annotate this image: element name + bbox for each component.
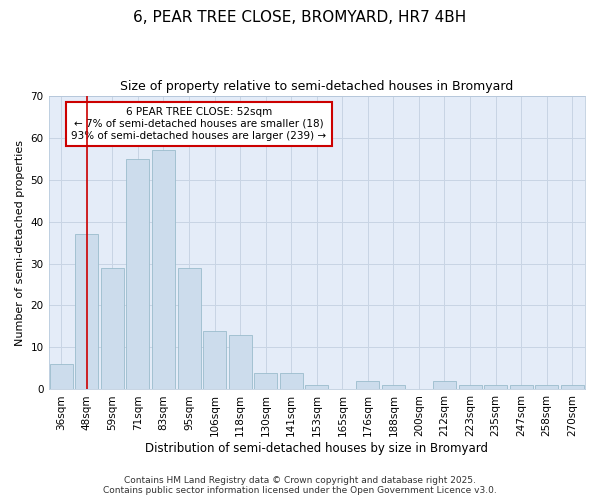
Bar (152, 150, 175, 390)
Bar (305, 386, 328, 390)
Bar (484, 386, 507, 390)
Text: 6 PEAR TREE CLOSE: 52sqm
← 7% of semi-detached houses are smaller (18)
93% of se: 6 PEAR TREE CLOSE: 52sqm ← 7% of semi-de… (71, 108, 326, 140)
Bar (254, 372, 277, 390)
Bar (535, 386, 558, 390)
Title: Size of property relative to semi-detached houses in Bromyard: Size of property relative to semi-detach… (120, 80, 514, 93)
Bar (509, 386, 533, 390)
Bar (382, 386, 405, 390)
Bar (433, 381, 456, 390)
Bar (356, 381, 379, 390)
Bar (127, 158, 149, 390)
Bar (203, 330, 226, 390)
Bar (178, 268, 200, 390)
Text: Contains HM Land Registry data © Crown copyright and database right 2025.
Contai: Contains HM Land Registry data © Crown c… (103, 476, 497, 495)
Bar (76, 234, 98, 390)
Y-axis label: Number of semi-detached properties: Number of semi-detached properties (15, 140, 25, 346)
Bar (280, 372, 303, 390)
Text: 6, PEAR TREE CLOSE, BROMYARD, HR7 4BH: 6, PEAR TREE CLOSE, BROMYARD, HR7 4BH (133, 10, 467, 25)
Bar (101, 268, 124, 390)
Bar (229, 335, 251, 390)
Bar (458, 386, 482, 390)
Bar (561, 386, 584, 390)
X-axis label: Distribution of semi-detached houses by size in Bromyard: Distribution of semi-detached houses by … (145, 442, 488, 455)
Bar (50, 364, 73, 390)
